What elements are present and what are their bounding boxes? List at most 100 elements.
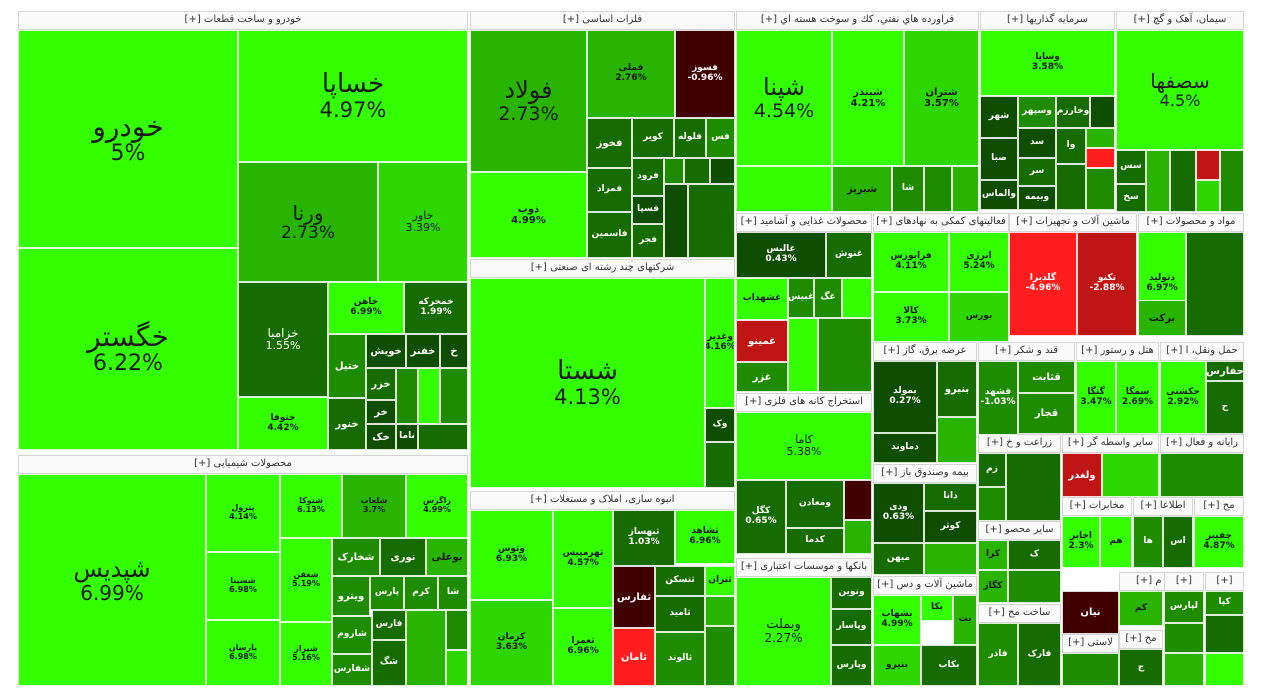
stock-tile[interactable]: کپا: [1205, 591, 1244, 615]
stock-tile[interactable]: سصفها 4.5%: [1116, 30, 1244, 150]
stock-tile[interactable]: وا: [1056, 128, 1086, 164]
stock-tile[interactable]: [664, 158, 684, 184]
stock-tile[interactable]: [1205, 615, 1244, 653]
stock-tile[interactable]: بمولد 0.27%: [873, 361, 937, 433]
stock-tile[interactable]: [1090, 96, 1115, 128]
stock-tile[interactable]: کاما 5.38%: [736, 412, 872, 480]
stock-tile[interactable]: پارسان 6.98%: [206, 620, 280, 686]
stock-tile[interactable]: ذوب 4.99%: [470, 172, 587, 258]
stock-tile[interactable]: [705, 626, 735, 686]
stock-tile[interactable]: بکا: [921, 595, 953, 621]
sector-header[interactable]: هتل و رستور [+]: [1076, 342, 1159, 361]
sector-header[interactable]: سیمان، آهک و گچ [+]: [1116, 11, 1244, 30]
stock-tile[interactable]: [844, 480, 872, 520]
stock-tile[interactable]: ثامید: [655, 596, 705, 632]
stock-tile[interactable]: قثابت: [1018, 361, 1075, 393]
stock-tile[interactable]: کدما: [786, 528, 844, 554]
stock-tile[interactable]: فسوز -0.96%: [675, 30, 735, 118]
stock-tile[interactable]: ختیل: [328, 334, 366, 398]
sector-header[interactable]: محصولات غذایی و آشامید [+]: [736, 213, 872, 232]
stock-tile[interactable]: شاروم: [332, 616, 372, 654]
stock-tile[interactable]: شبریز: [832, 166, 892, 212]
stock-tile[interactable]: سر: [1018, 158, 1056, 186]
sector-header[interactable]: ساخت مح [+]: [978, 604, 1061, 623]
sector-header[interactable]: استخراج کانه های فلزی [+]: [736, 393, 872, 412]
sector-header[interactable]: بیمه وصندوق باز [+]: [873, 464, 977, 483]
stock-tile[interactable]: [952, 166, 979, 212]
sector-header[interactable]: مخابرات [+]: [1062, 497, 1132, 516]
stock-tile[interactable]: [446, 650, 468, 686]
stock-tile[interactable]: خزامیا 1.55%: [238, 282, 328, 397]
stock-tile[interactable]: [1164, 623, 1204, 653]
stock-tile[interactable]: صبا: [980, 138, 1018, 180]
stock-tile[interactable]: شلعاب 3.7%: [342, 474, 406, 538]
stock-tile[interactable]: وبملت 2.27%: [736, 577, 831, 686]
stock-tile[interactable]: فولاد 2.73%: [470, 30, 587, 172]
stock-tile[interactable]: نوری: [380, 538, 426, 576]
stock-tile[interactable]: ثهرمپیس 4.57%: [553, 510, 613, 608]
stock-tile[interactable]: حفارس: [1206, 361, 1244, 381]
stock-tile[interactable]: [1186, 232, 1244, 336]
stock-tile[interactable]: وسپهر: [1018, 96, 1056, 128]
stock-tile[interactable]: شهر: [980, 96, 1018, 138]
stock-tile[interactable]: شا: [892, 166, 924, 212]
stock-tile[interactable]: ومعادن: [786, 480, 844, 528]
stock-tile[interactable]: خاهن 6.99%: [328, 282, 404, 334]
stock-tile[interactable]: بورس: [949, 292, 1009, 342]
stock-tile[interactable]: پترول 4.14%: [206, 474, 280, 552]
stock-tile[interactable]: [705, 596, 735, 626]
stock-tile[interactable]: نیان: [1062, 591, 1119, 634]
stock-tile[interactable]: خودرو 5%: [18, 30, 238, 248]
stock-tile[interactable]: [924, 543, 977, 575]
stock-tile[interactable]: وپاسار: [831, 609, 872, 645]
stock-tile[interactable]: [1220, 150, 1244, 212]
stock-tile[interactable]: بنیرو: [937, 361, 977, 417]
stock-tile[interactable]: وخارزم: [1056, 96, 1090, 128]
stock-tile[interactable]: کرم: [404, 576, 438, 610]
sector-header[interactable]: ماشین آلات و تجهیزات [+]: [1009, 213, 1137, 232]
stock-tile[interactable]: [396, 368, 418, 424]
stock-tile[interactable]: [684, 158, 710, 184]
stock-tile[interactable]: دانا: [924, 483, 977, 511]
sector-header[interactable]: سایر محصو [+]: [978, 521, 1061, 540]
stock-tile[interactable]: فجر: [632, 224, 664, 258]
stock-tile[interactable]: ثشاهد 6.96%: [675, 510, 735, 564]
stock-tile[interactable]: [1146, 150, 1170, 212]
sector-header[interactable]: لاستی [+]: [1062, 634, 1119, 653]
stock-tile[interactable]: [1056, 164, 1086, 210]
sector-header[interactable]: [+]: [1164, 572, 1204, 591]
stock-tile[interactable]: گتگا 3.47%: [1076, 361, 1116, 434]
stock-tile[interactable]: [978, 487, 1006, 521]
stock-tile[interactable]: بت: [953, 595, 977, 645]
stock-tile[interactable]: شنوکا 6.13%: [280, 474, 342, 538]
stock-tile[interactable]: کالا 3.73%: [873, 292, 949, 342]
stock-tile[interactable]: غنوش: [826, 232, 872, 278]
stock-tile[interactable]: غمینو: [736, 320, 788, 362]
stock-tile[interactable]: خمحرکه 1.99%: [404, 282, 468, 334]
sector-header[interactable]: مواد و محصولات [+]: [1138, 213, 1244, 232]
sector-header[interactable]: اطلاعا [+]: [1133, 497, 1193, 516]
stock-tile[interactable]: خنور: [328, 398, 366, 450]
stock-tile[interactable]: [1086, 148, 1115, 168]
stock-tile[interactable]: ها: [1133, 516, 1163, 568]
stock-tile[interactable]: فخوز: [587, 118, 632, 168]
stock-tile[interactable]: ناما: [396, 424, 418, 450]
stock-tile[interactable]: [418, 424, 468, 450]
stock-tile[interactable]: خویش: [366, 334, 406, 368]
stock-tile[interactable]: اس: [1163, 516, 1193, 568]
stock-tile[interactable]: بوعلی: [426, 538, 468, 576]
stock-tile[interactable]: پارس: [370, 576, 404, 610]
stock-tile[interactable]: فارک: [1018, 623, 1061, 686]
stock-tile[interactable]: ثتسکن: [655, 566, 705, 596]
stock-tile[interactable]: فسپا: [632, 196, 664, 224]
stock-tile[interactable]: غالبس 0.43%: [736, 232, 826, 278]
sector-header[interactable]: فلزات اساسی [+]: [470, 11, 735, 30]
stock-tile[interactable]: فرود: [632, 158, 664, 196]
stock-tile[interactable]: فاذر: [978, 623, 1018, 686]
stock-tile[interactable]: وپارس: [831, 645, 872, 686]
stock-tile[interactable]: غشهداب: [736, 278, 788, 320]
stock-tile[interactable]: ح: [1206, 381, 1244, 434]
stock-tile[interactable]: شفارس: [332, 654, 372, 686]
sector-header[interactable]: زراعت و خ [+]: [978, 434, 1061, 453]
stock-tile[interactable]: برکت: [1138, 300, 1186, 336]
